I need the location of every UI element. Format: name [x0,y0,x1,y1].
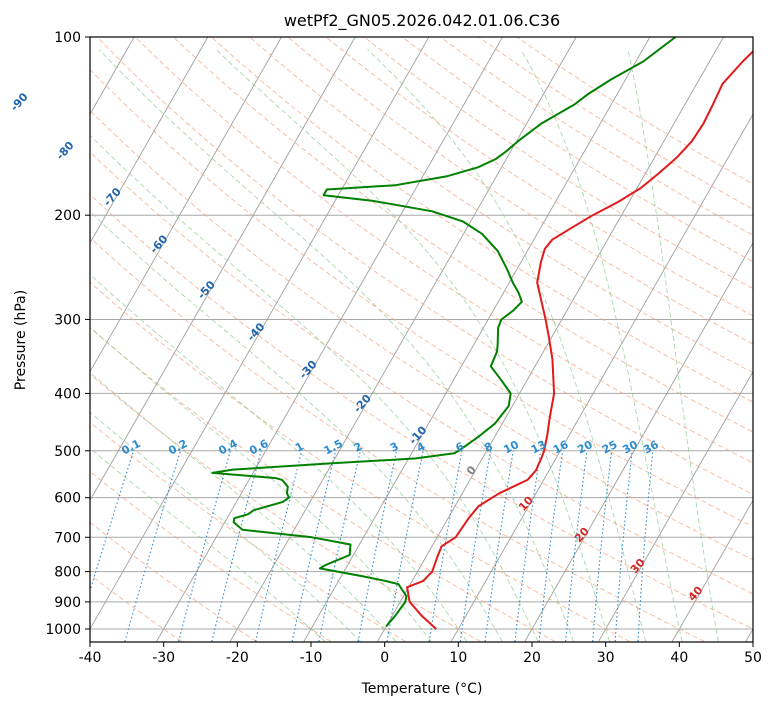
x-tick-label-30: 30 [597,650,615,666]
isotherm--70 [90,37,209,244]
mixing-ratio-line-12 [514,450,542,642]
dry-adiabat-130 [249,37,753,374]
isotherm--50 [90,37,356,502]
mixing-ratio-line-13 [538,450,564,642]
mixing-ratio-line-2 [178,450,231,642]
mixing-ratio-label-14: 20 [575,438,595,457]
mixing-ratio-label-16: 30 [620,438,640,457]
plot-grid [90,37,753,642]
x-tick-label--10: -10 [300,650,323,666]
mixing-ratio-line-4 [255,450,303,642]
y-tick-label-1000: 1000 [45,622,81,638]
dry-adiabat-0 [90,421,406,642]
dry-adiabat-70 [90,109,753,561]
mixing-ratio-label-17: 36 [641,438,661,457]
y-tick-label-200: 200 [54,208,81,224]
isotherm-10 [450,113,753,642]
mixing-ratio-line-14 [565,450,588,642]
x-tick-label--30: -30 [152,650,175,666]
dry-adiabat--20 [90,521,257,642]
dry-adiabat-150 [325,37,753,317]
isotherm--30 [156,37,503,642]
dry-adiabat-90 [96,37,753,495]
moist-adiabat-10 [90,273,468,642]
y-tick-label-300: 300 [54,312,81,328]
mixing-ratio-label-15: 25 [600,438,620,457]
isotherm--20 [229,37,577,642]
moist-adiabat-40 [520,49,683,642]
x-tick-label--20: -20 [226,650,249,666]
temperature-line [406,50,753,630]
y-tick-label-100: 100 [54,30,81,46]
x-tick-label-10: 10 [449,650,467,666]
dry-adiabat-50 [90,193,753,630]
isotherm-30 [598,370,753,642]
y-tick-label-500: 500 [54,444,81,460]
dry-adiabat-60 [90,151,753,595]
moist-adiabat--5 [90,411,361,642]
isotherm-20 [524,242,753,642]
y-tick-label-800: 800 [54,565,81,581]
mixing-ratio-line-1 [124,450,181,642]
dry-adiabat-80 [90,68,753,528]
x-axis: -40 -30 -20 -10 0 10 20 30 40 50 [79,642,762,666]
isotherm-0 [377,37,724,642]
moist-adiabat-15 [90,211,503,642]
isotherm--60 [90,37,282,373]
y-tick-label-700: 700 [54,530,81,546]
x-axis-label: Temperature (°C) [361,681,483,697]
y-tick-label-900: 900 [54,595,81,611]
moist-adiabat-45 [627,49,719,642]
y-tick-label-400: 400 [54,386,81,402]
mixing-ratio-line-10 [459,450,492,642]
dry-adiabat-100 [134,37,753,464]
dry-adiabat-30 [90,281,631,642]
y-axis: 1000 900 800 700 600 500 400 300 200 100 [45,30,90,638]
moist-adiabat-25 [98,49,575,642]
x-tick-label-20: 20 [523,650,541,666]
profile-lines [211,37,753,630]
x-tick-label-50: 50 [744,650,762,666]
isotherm-40 [671,499,753,642]
mixing-ratio-label-13: 16 [551,438,571,457]
moist-adiabat-30 [215,49,611,642]
mixing-ratio-line-11 [484,450,514,642]
x-tick-label-0: 0 [380,650,389,666]
y-tick-label-600: 600 [54,491,81,507]
moist-adiabat-20 [90,134,539,642]
mixing-ratio-line-15 [592,450,613,642]
mixing-ratio-label-12: 13 [529,438,549,457]
isotherm--40 [90,37,430,630]
y-axis-label: Pressure (hPa) [13,290,29,390]
dry-adiabat--30 [90,574,182,642]
dry-adiabat-40 [90,237,705,642]
chart-title: wetPf2_GN05.2026.042.01.06.C36 [284,11,560,31]
dry-adiabat-140 [287,37,753,345]
dry-adiabat-10 [90,373,481,642]
mixing-ratio-label-11: 10 [501,438,521,457]
mixing-ratio-line-3 [211,450,262,642]
moist-adiabat--10 [90,447,326,642]
moist-adiabat-5 [90,326,432,642]
plot-frame [89,36,754,643]
x-tick-label--40: -40 [79,650,102,666]
x-tick-label-40: 40 [670,650,688,666]
dewpoint-line [211,37,677,628]
dry-adiabat-20 [90,327,556,642]
